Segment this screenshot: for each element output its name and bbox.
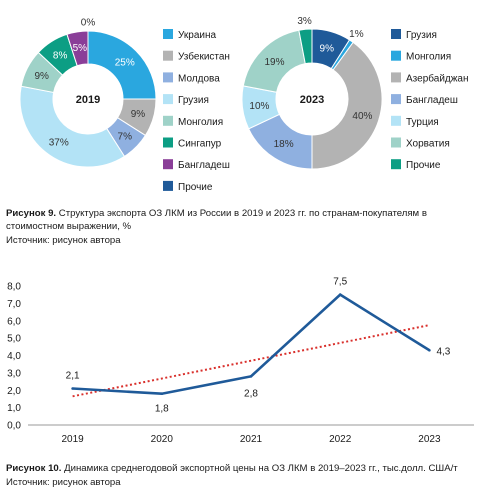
pie2019-legend-swatch-0 [163,29,173,39]
pie2019-legend-label-2: Молдова [178,73,220,84]
x-tick-label-0: 2019 [61,434,84,445]
y-tick-label-4: 4,0 [7,351,21,362]
figure10-caption-text: Динамика среднегодовой экспортной цены н… [64,463,458,474]
pie2023-legend-label-4: Турция [406,117,439,128]
data-point-2 [249,375,253,378]
pie2019-legend-label-7: Прочие [178,182,213,193]
pie2023-legend-label-5: Хорватия [406,139,450,150]
y-tick-label-1: 1,0 [7,403,21,414]
pie2019-label-3: 37% [49,138,69,149]
data-point-3 [338,293,342,296]
pie2019-center-label: 2019 [76,94,100,106]
pie2023-legend-label-1: Монголия [406,52,451,63]
data-label-0: 2,1 [66,371,80,382]
x-tick-label-3: 2022 [329,434,352,445]
pie2019-legend-swatch-3 [163,94,173,105]
pie2023-legend-swatch-5 [391,137,401,148]
y-tick-label-0: 0,0 [7,421,21,432]
figure9-caption-label: Рисунок 9. [6,208,57,219]
pie2019-label-5: 8% [53,51,68,62]
y-tick-label-5: 5,0 [7,334,21,345]
pie2019-legend-swatch-7 [163,180,173,191]
pie2019-slice-3 [19,85,126,168]
y-tick-label-8: 8,0 [7,282,21,293]
pie2019-legend-label-6: Бангладеш [178,160,230,171]
pie2023-slice-6 [298,28,313,65]
pie2019-legend-swatch-6 [163,159,173,170]
y-tick-label-7: 7,0 [7,299,21,310]
pie2023-legend-swatch-3 [391,94,401,105]
pie2023-label-1: 1% [349,29,364,40]
pie2019-legend-label-3: Грузия [178,95,209,106]
data-point-1 [160,392,164,396]
data-point-0 [71,387,74,390]
x-tick-label-2: 2021 [240,434,263,445]
pie2019-slice-6 [66,30,89,67]
data-label-1: 1,8 [155,404,169,415]
figure9-source: Источник: рисунок автора [6,235,121,246]
pie2023-legend-swatch-4 [391,115,401,126]
pie2023-label-5: 19% [265,57,285,68]
figure10-source: Источник: рисунок автора [6,477,121,488]
pie2023-legend-label-3: Бангладеш [406,95,458,106]
pie2019-label-6: 5% [73,43,88,54]
pie2023-legend-label-6: Прочие [406,160,441,171]
pie2023-legend-label-0: Грузия [406,30,437,41]
pie2019-legend-label-5: Сингапур [178,139,222,150]
pie2023-label-2: 40% [352,111,372,122]
trendline [72,324,430,398]
pie2019-label-0: 25% [115,58,135,69]
figure9-caption-text: Структура экспорта ОЗ ЛКМ из России в 20… [6,208,427,232]
y-tick-label-2: 2,0 [7,386,21,397]
figure10-caption-label: Рисунок 10. [6,463,62,474]
pie2023-legend-swatch-6 [391,159,401,170]
x-tick-label-4: 2023 [418,434,441,445]
pie2019-legend-label-1: Узбекистан [178,51,230,63]
figure9-pie-charts: 25% 9% 7% 37% 9% 8% 5% 0% 2019 Украина Узбекистан М… [19,16,469,193]
data-label-2: 2,8 [244,388,258,399]
pie2019-label-2: 7% [118,131,133,142]
pie2023-legend-swatch-1 [391,50,401,61]
data-label-4: 4,3 [436,346,450,357]
pie2019-legend-swatch-5 [163,137,173,148]
pie2023-legend-label-2: Азербайджан [406,72,469,84]
pie2023-slice-2 [311,41,383,170]
y-tick-label-6: 6,0 [7,316,21,327]
pie2019-label-1: 9% [131,109,146,120]
pie2019-label-7: 0% [81,18,96,29]
pie2023-label-6: 3% [297,16,312,27]
pie2019-legend-swatch-2 [163,72,173,83]
series-line [72,293,431,396]
pie2019-legend-swatch-1 [163,50,173,61]
pie2023-center-label: 2023 [300,94,324,106]
pie2023-label-0: 9% [320,44,335,55]
pie2019-legend-swatch-4 [163,115,173,126]
pie2019-legend-label-0: Украина [178,30,217,41]
pie2023-label-3: 18% [274,139,294,150]
pie2023-legend-swatch-0 [391,29,401,39]
pie2019-label-4: 9% [34,71,49,82]
figure10-caption: Рисунок 10. Динамика среднегодовой экспо… [6,463,486,476]
figure9-caption: Рисунок 9. Структура экспорта ОЗ ЛКМ из … [6,208,486,233]
figure10-line-chart: 0,0 1,0 2,0 3,0 4,0 5,0 6,0 7,0 8,0 2019 2020 2021 2… [7,277,474,445]
data-point-4 [428,348,431,352]
pie2023-label-4: 10% [249,101,269,112]
pie2019-legend-label-4: Монголия [178,117,223,128]
data-label-3: 7,5 [333,277,347,288]
y-tick-label-3: 3,0 [7,368,21,379]
pie2023-legend-swatch-2 [391,72,401,83]
x-tick-label-1: 2020 [151,434,174,445]
